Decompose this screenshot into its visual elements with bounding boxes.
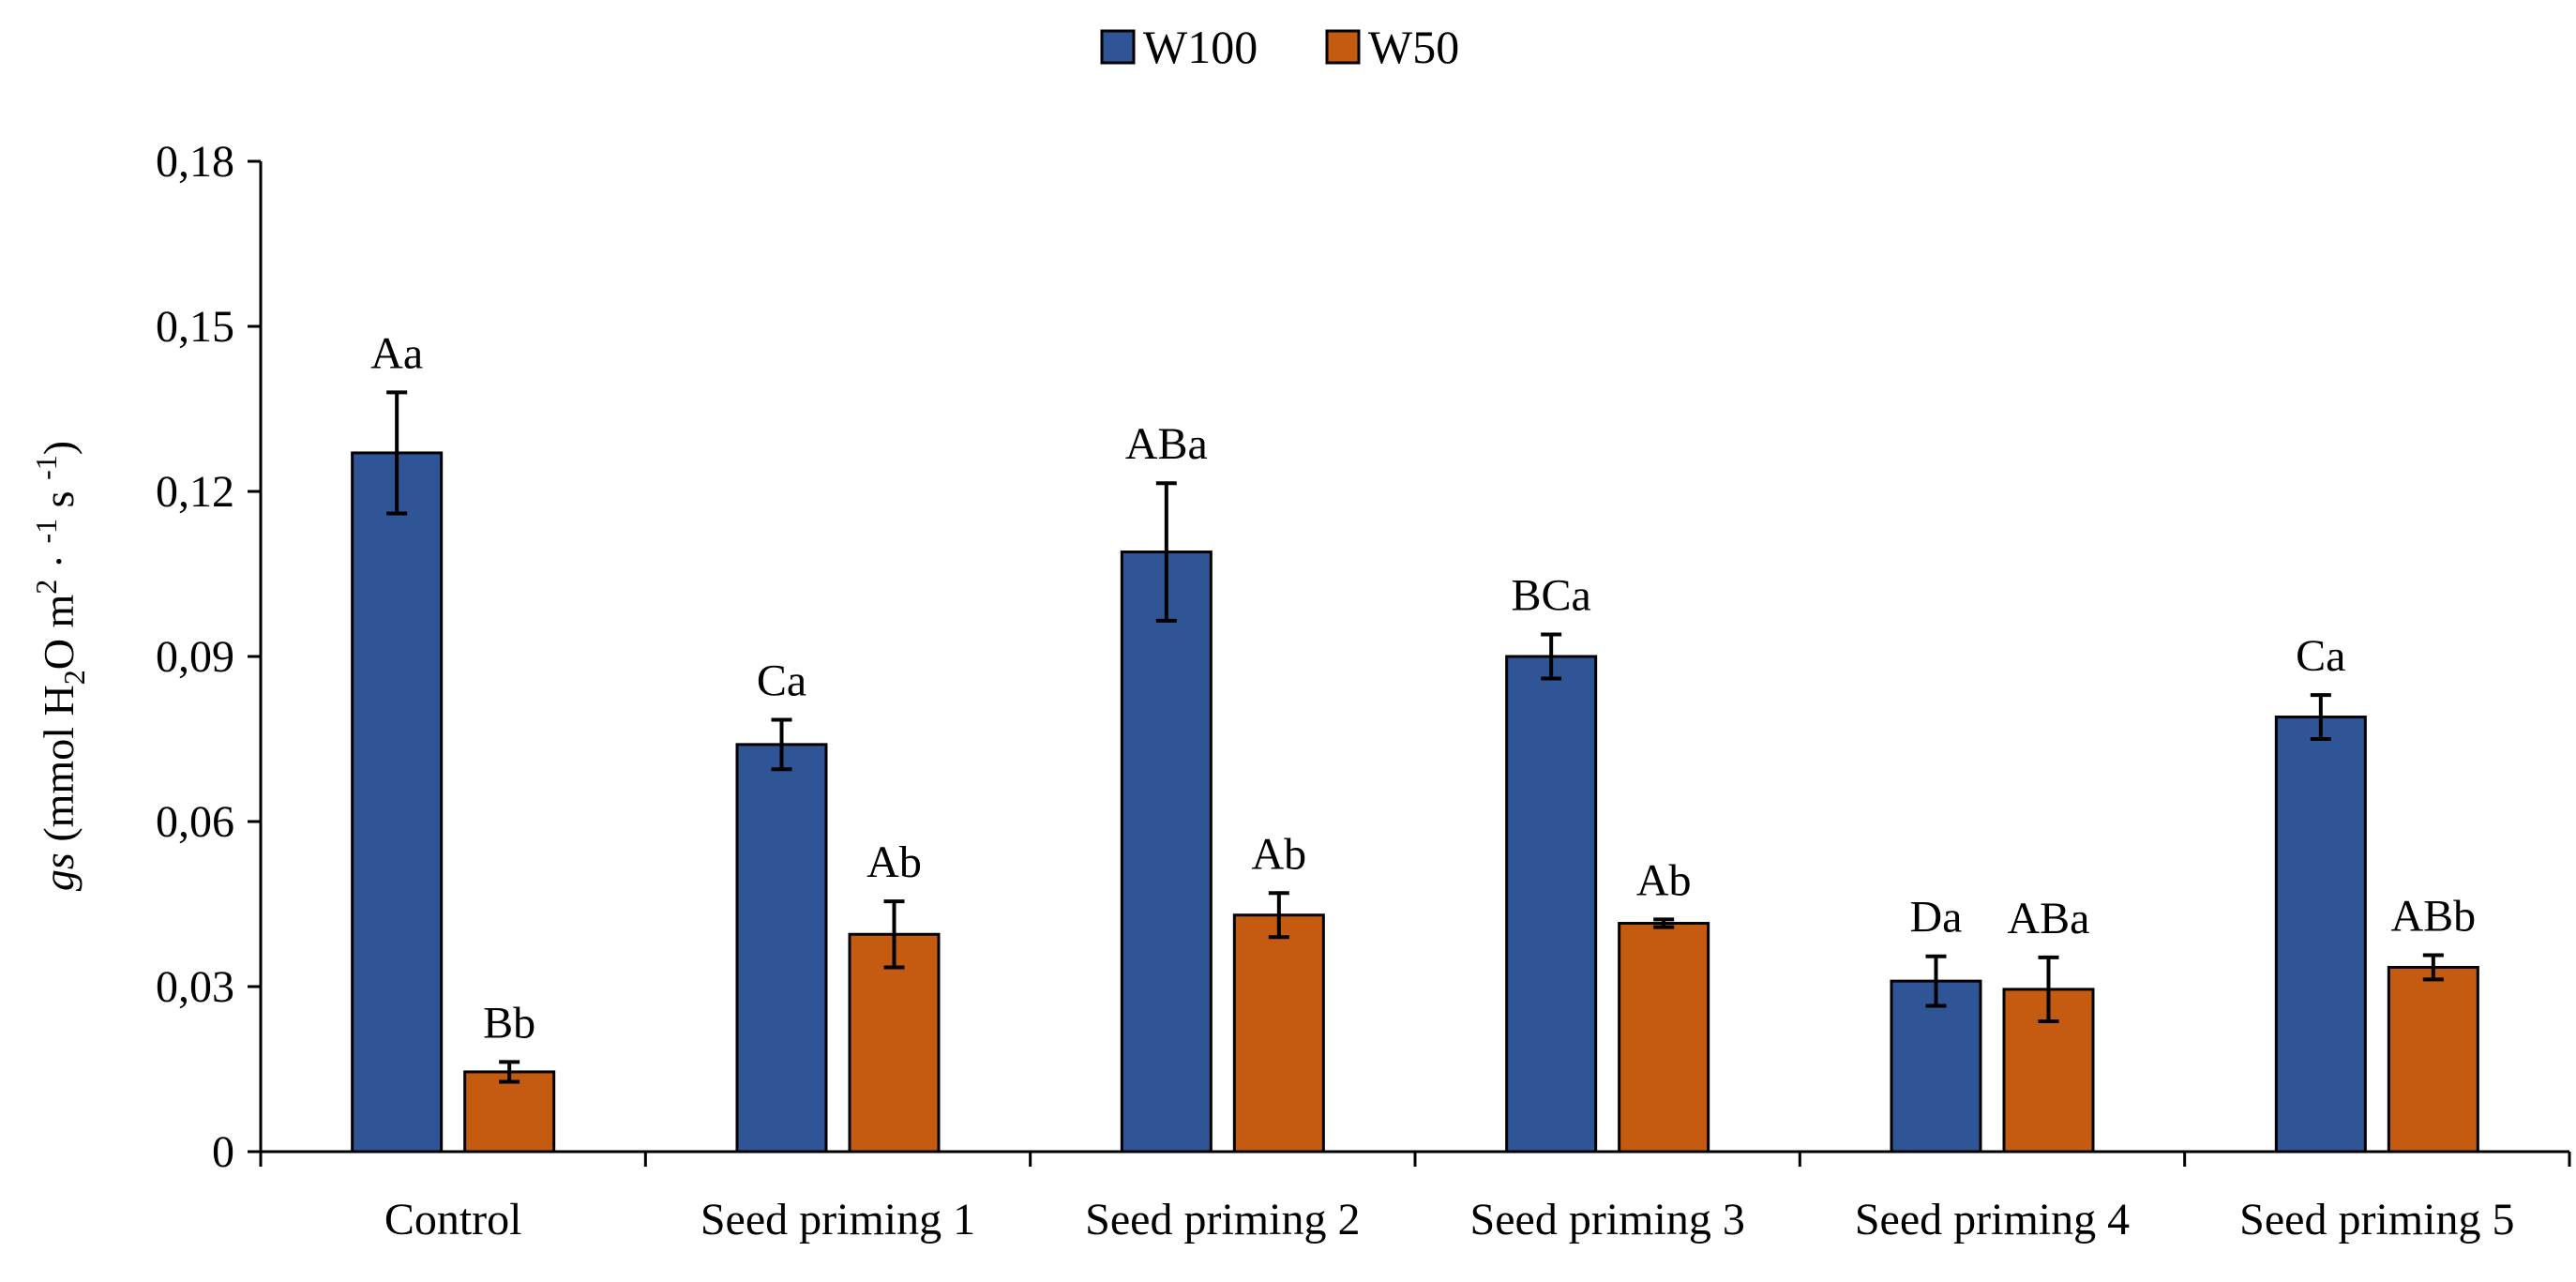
bar-w50 [1232, 913, 1325, 1154]
bar-w100 [735, 743, 828, 1154]
x-category-label: Seed priming 5 [2239, 1195, 2514, 1244]
data-label-w100: ABa [1125, 419, 1208, 469]
x-category-label: Seed priming 2 [1085, 1195, 1360, 1244]
data-labels: Aa Bb Ca Ab ABa Ab BCa Ab Da ABa Ca ABb [370, 328, 2476, 1048]
y-axis-label-text3: · [35, 543, 83, 579]
bar-w100 [2274, 716, 2367, 1154]
data-label-w50: ABa [2008, 894, 2090, 943]
legend-swatch-w100 [1100, 29, 1136, 65]
y-tick-label: 0 [212, 1127, 234, 1177]
y-axis-label-text2: O m [35, 595, 83, 671]
bar-w50 [463, 1070, 556, 1154]
y-axis-label-symbol: gs [35, 852, 83, 891]
bar-w100 [1505, 655, 1598, 1154]
y-tick-label: 0,03 [156, 962, 234, 1012]
data-label-w100: Ca [2296, 631, 2345, 681]
bars [351, 451, 2479, 1154]
y-axis-label-text: (mmol H [35, 685, 83, 852]
y-tick-label: 0,15 [156, 302, 234, 352]
legend-swatch-w50 [1325, 29, 1361, 65]
data-label-w50: Ab [866, 837, 922, 887]
y-tick-label: 0,06 [156, 797, 234, 847]
bar-w50 [1618, 922, 1710, 1154]
data-label-w50: Ab [1251, 829, 1306, 879]
y-axis-title: gs (mmol H2O m2 · -1 s -1) [29, 441, 91, 891]
y-axis-label-sup1: 2 [29, 580, 63, 595]
legend-label-w50: W50 [1368, 21, 1459, 73]
error-bars [386, 390, 2444, 1084]
y-axis-label: gs (mmol H2O m2 · -1 s -1) [29, 441, 91, 891]
y-axis-label-sup2: -1 [29, 519, 63, 544]
bar-w50 [2387, 965, 2479, 1154]
x-category-label: Seed priming 4 [1855, 1195, 2130, 1244]
data-label-w50: ABb [2390, 892, 2476, 942]
y-axis-label-text4: s [35, 480, 83, 519]
bar-w100 [1120, 551, 1213, 1154]
x-category-label: Control [384, 1195, 522, 1244]
y-tick-label: 0,09 [156, 632, 234, 682]
y-tick-label: 0,12 [156, 467, 234, 517]
y-axis-label-sup3: -1 [29, 455, 63, 480]
data-label-w100: Ca [757, 656, 806, 705]
x-category-label: Seed priming 3 [1470, 1195, 1745, 1244]
legend: W100 W50 [1100, 21, 1459, 73]
y-axis-label-sub: 2 [57, 670, 91, 685]
data-label-w50: Ab [1636, 855, 1692, 905]
bar-w100 [351, 451, 444, 1154]
data-label-w100: Da [1910, 893, 1963, 943]
y-tick-label: 0,18 [156, 137, 234, 187]
data-label-w50: Bb [483, 998, 535, 1048]
data-label-w100: Aa [370, 328, 423, 378]
legend-label-w100: W100 [1143, 21, 1258, 73]
y-axis-label-text5: ) [35, 441, 83, 455]
axes: 0 0,03 0,06 0,09 0,12 0,15 0,18 Control Seed pri… [156, 137, 2571, 1244]
x-category-label: Seed priming 1 [700, 1195, 975, 1244]
bar-w50 [848, 932, 941, 1154]
data-label-w100: BCa [1511, 571, 1590, 621]
